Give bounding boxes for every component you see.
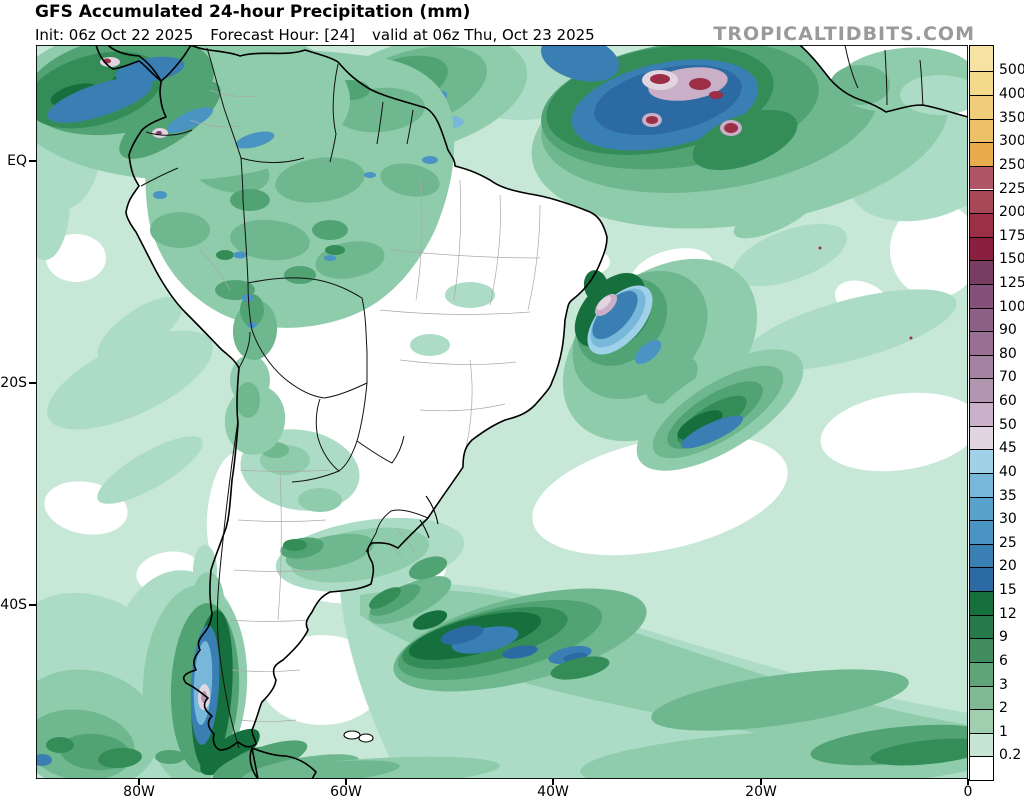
colorbar-tick-label: 175 xyxy=(999,227,1024,244)
colorbar-tick-label: 150 xyxy=(999,251,1024,268)
colorbar-cell xyxy=(970,283,993,308)
lon-tick xyxy=(552,779,554,785)
colorbar-tick-label: 3 xyxy=(999,676,1008,693)
colorbar-tick-label: 35 xyxy=(999,487,1017,504)
precipitation-map xyxy=(36,45,968,779)
colorbar-cell xyxy=(970,496,993,521)
lon-label-0: 0 xyxy=(963,784,973,800)
lat-label-40s: 40S xyxy=(0,597,27,613)
colorbar-cell xyxy=(970,661,993,686)
colorbar-cell xyxy=(970,165,993,190)
precip-colorbar xyxy=(969,45,994,781)
lat-tick xyxy=(29,604,36,606)
colorbar-cell xyxy=(970,425,993,450)
colorbar-tick-label: 300 xyxy=(999,133,1024,150)
colorbar-cell xyxy=(970,142,993,166)
colorbar-cell xyxy=(970,685,993,710)
lon-label-80w: 80W xyxy=(123,784,155,800)
colorbar-cell xyxy=(970,354,993,379)
valid-time-label: valid at 06z Thu, Oct 23 2025 xyxy=(372,26,595,44)
state-borders xyxy=(189,89,541,722)
colorbar-tick-label: 40 xyxy=(999,463,1017,480)
colorbar-cell xyxy=(970,95,993,119)
colorbar-tick-label: 350 xyxy=(999,109,1024,126)
colorbar-cell xyxy=(970,402,993,426)
colorbar-tick-label: 2 xyxy=(999,700,1008,717)
init-time-label: Init: 06z Oct 22 2025 xyxy=(35,26,194,44)
tropicaltidbits-watermark: TROPICALTIDBITS.COM xyxy=(713,23,975,45)
colorbar-cell xyxy=(970,756,993,780)
page-title: GFS Accumulated 24-hour Precipitation (m… xyxy=(35,2,471,22)
colorbar-cell xyxy=(970,236,993,261)
forecast-hour-label: Forecast Hour: [24] xyxy=(210,26,355,44)
colorbar-tick-label: 0.2 xyxy=(999,747,1022,764)
lon-tick xyxy=(967,779,969,785)
colorbar-cell xyxy=(970,213,993,237)
lon-label-60w: 60W xyxy=(330,784,362,800)
coastlines xyxy=(95,45,968,779)
colorbar-tick-label: 70 xyxy=(999,369,1017,386)
colorbar-cell xyxy=(970,118,993,143)
lat-label-eq: EQ xyxy=(7,153,27,169)
colorbar-tick-label: 12 xyxy=(999,605,1017,622)
colorbar-cell xyxy=(970,520,993,544)
colorbar-cell xyxy=(970,307,993,332)
model-run-info: Init: 06z Oct 22 2025 Forecast Hour: [24]… xyxy=(35,26,612,44)
colorbar-tick-label: 15 xyxy=(999,582,1017,599)
colorbar-tick-label: 400 xyxy=(999,86,1024,103)
colorbar-tick-label: 6 xyxy=(999,652,1008,669)
colorbar-tick-label: 9 xyxy=(999,629,1008,646)
colorbar-tick-label: 250 xyxy=(999,156,1024,173)
colorbar-cell xyxy=(970,638,993,662)
lon-tick xyxy=(345,779,347,785)
colorbar-cell xyxy=(970,71,993,95)
colorbar-cell xyxy=(970,732,993,757)
colorbar-tick-label: 20 xyxy=(999,558,1017,575)
colorbar-cell xyxy=(970,591,993,615)
colorbar-cell xyxy=(970,472,993,497)
lat-tick xyxy=(29,382,36,384)
colorbar-tick-label: 50 xyxy=(999,416,1017,433)
colorbar-tick-label: 45 xyxy=(999,440,1017,457)
lat-label-20s: 20S xyxy=(0,375,27,391)
colorbar-tick-label: 100 xyxy=(999,298,1024,315)
colorbar-tick-label: 30 xyxy=(999,511,1017,528)
colorbar-tick-label: 200 xyxy=(999,204,1024,221)
colorbar-tick-label: 1 xyxy=(999,723,1008,740)
colorbar-cell xyxy=(970,189,993,214)
colorbar-cell xyxy=(970,567,993,592)
colorbar-tick-label: 500 xyxy=(999,62,1024,79)
colorbar-cell xyxy=(970,543,993,568)
colorbar-tick-label: 225 xyxy=(999,180,1024,197)
colorbar-tick-label: 90 xyxy=(999,322,1017,339)
colorbar-tick-label: 80 xyxy=(999,345,1017,362)
colorbar-cell xyxy=(970,449,993,473)
lon-tick xyxy=(138,779,140,785)
country-borders xyxy=(140,45,924,749)
colorbar-cell xyxy=(970,331,993,355)
colorbar-tick-label: 25 xyxy=(999,534,1017,551)
colorbar-cell xyxy=(970,709,993,733)
colorbar-cell xyxy=(970,260,993,284)
colorbar-cell xyxy=(970,378,993,403)
colorbar-tick-label: 60 xyxy=(999,393,1017,410)
colorbar-tick-label: 125 xyxy=(999,274,1024,291)
lon-tick xyxy=(760,779,762,785)
lon-label-40w: 40W xyxy=(537,784,569,800)
lon-label-20w: 20W xyxy=(745,784,777,800)
lat-tick xyxy=(29,160,36,162)
colorbar-cell xyxy=(970,614,993,639)
land-precip-shading xyxy=(36,45,968,779)
colorbar-cell xyxy=(970,46,993,72)
